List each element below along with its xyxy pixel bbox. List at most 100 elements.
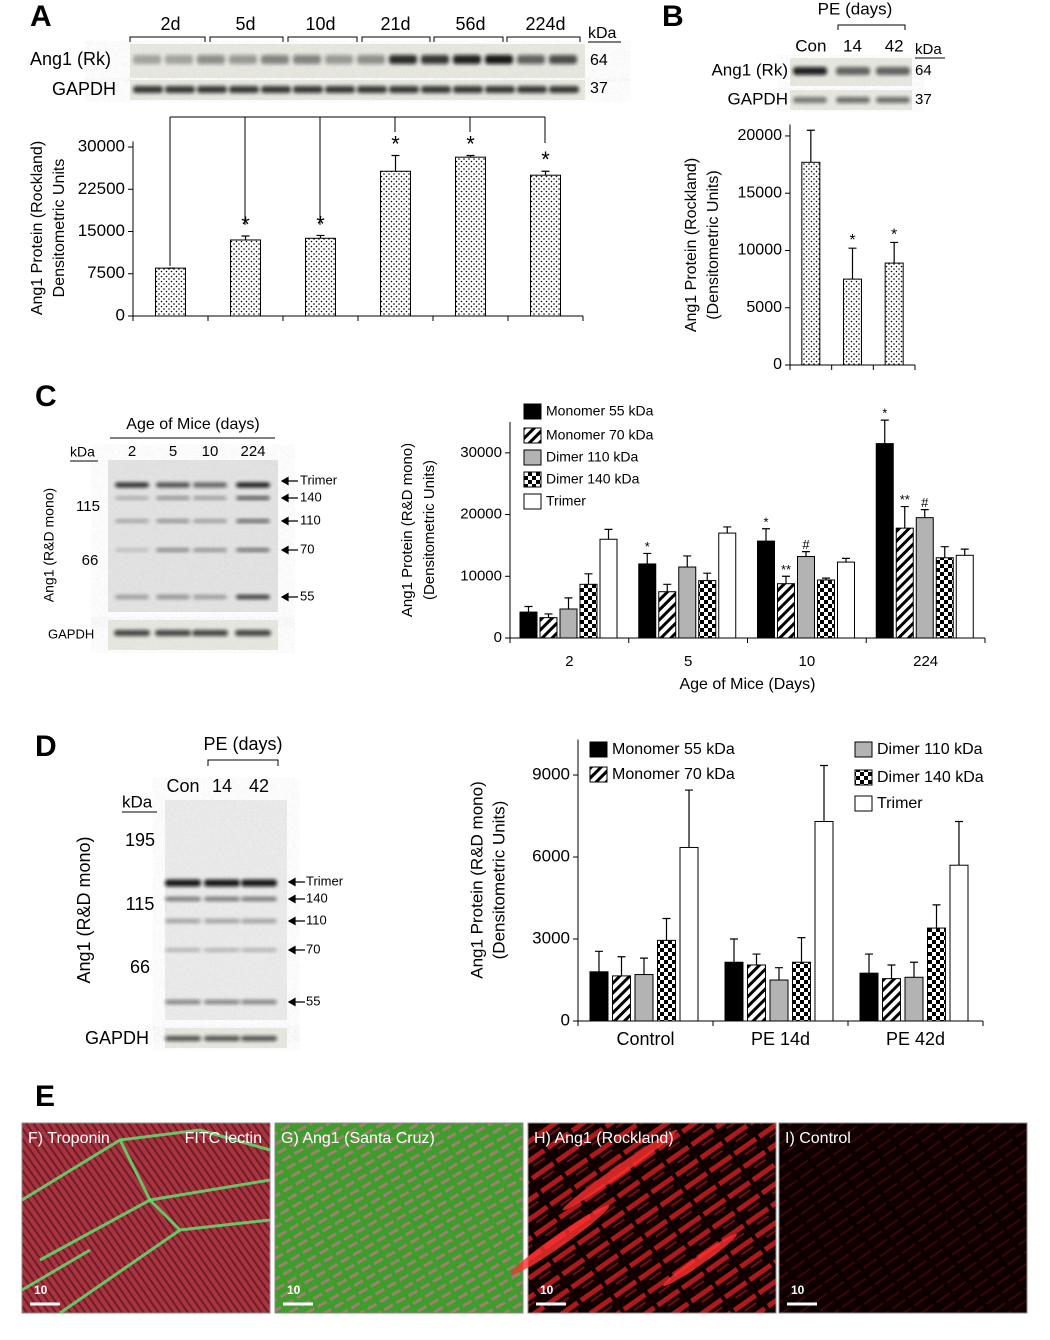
bar	[718, 532, 737, 639]
blot-band	[421, 86, 451, 93]
blot-band	[229, 55, 257, 64]
blot-band	[241, 948, 277, 952]
significance: *	[316, 211, 325, 236]
lectin-stain	[21, 1248, 91, 1292]
blot-row-label: GAPDH	[52, 79, 116, 99]
error-bar	[890, 241, 899, 264]
kda-size: 37	[590, 80, 608, 97]
kda-size: 37	[915, 91, 932, 108]
blot-band	[241, 1036, 277, 1041]
bar	[904, 976, 924, 1022]
bar	[230, 239, 261, 317]
bar	[634, 974, 654, 1022]
kda-marker: 115	[126, 894, 155, 914]
scale-label: 10	[540, 1283, 554, 1297]
stain-streak	[663, 1233, 737, 1287]
error-bar	[723, 526, 732, 534]
category-label: Con	[795, 36, 826, 55]
blot-grain	[165, 800, 287, 1020]
blot-row-label: Ang1 (Rk)	[30, 49, 111, 69]
blot-band	[115, 595, 149, 599]
y-axis-label: (Densitometric Units)	[421, 460, 438, 600]
blot-band	[235, 630, 271, 636]
significance: *	[541, 147, 550, 172]
antibody-label: Ang1 (R&D mono)	[74, 836, 94, 983]
stain-streak	[562, 1129, 678, 1211]
legend-label: Monomer 55 kDa	[612, 741, 735, 758]
band-label: 140	[300, 489, 322, 504]
band-label: Trimer	[300, 472, 338, 487]
kda-header: kDa	[915, 41, 942, 58]
bar	[882, 978, 901, 1022]
category-label: 56d	[455, 14, 485, 34]
lane-label: 10	[202, 443, 219, 460]
lane-bracket	[506, 36, 581, 42]
blot-header: PE (days)	[203, 734, 282, 754]
image-label: F) Troponin	[28, 1130, 110, 1147]
error-bar	[595, 950, 603, 972]
error-bar	[865, 953, 873, 974]
blot-band	[261, 55, 289, 64]
bar	[747, 964, 766, 1022]
blot-band	[236, 519, 270, 523]
y-tick-label: 6000	[532, 847, 570, 866]
significance: *	[391, 131, 400, 156]
blot-band	[517, 55, 545, 64]
bar	[927, 927, 946, 1022]
band-label: Trimer	[306, 873, 344, 888]
error-bar	[940, 546, 949, 558]
blot-band	[204, 948, 240, 952]
y-tick-label: 10000	[738, 242, 783, 259]
kda-marker: 115	[76, 498, 100, 515]
y-axis-label: (Densitometric Units)	[705, 170, 722, 319]
blot-band	[204, 1036, 240, 1041]
y-tick-label: 0	[561, 1010, 570, 1029]
arrow	[287, 894, 305, 904]
blot-band	[241, 879, 277, 887]
blot-band	[204, 919, 240, 923]
y-axis-label: Ang1 Protein (R&D mono)	[467, 781, 486, 978]
arrow	[280, 516, 298, 526]
error-bar	[887, 964, 896, 979]
significance: **	[900, 492, 910, 507]
bar	[814, 820, 834, 1022]
blot-band	[193, 519, 227, 523]
bar	[875, 443, 894, 639]
blot-band	[156, 496, 190, 500]
error-bar	[797, 937, 806, 963]
blot-band	[192, 630, 228, 636]
bar	[155, 267, 186, 317]
lane-label: 5	[169, 443, 177, 460]
loading-label: GAPDH	[48, 626, 94, 641]
error-bar	[775, 967, 783, 981]
blot-band	[389, 86, 419, 93]
legend-swatch	[523, 471, 542, 488]
bar	[698, 580, 717, 639]
bar	[955, 554, 974, 639]
blot-band	[241, 897, 277, 901]
micrograph	[778, 1122, 1028, 1314]
category-label: Control	[616, 1029, 674, 1049]
error-bar	[663, 583, 672, 592]
legend-label: Trimer	[546, 493, 586, 509]
blot-band	[236, 595, 270, 599]
blot-band	[876, 97, 910, 103]
legend-swatch	[854, 769, 873, 786]
legend-label: Monomer 55 kDa	[546, 403, 654, 419]
image-label: H) Ang1 (Rockland)	[534, 1130, 674, 1147]
image-label: G) Ang1 (Santa Cruz)	[281, 1130, 435, 1147]
y-tick-label: 15000	[78, 221, 125, 240]
y-tick-label: 9000	[532, 765, 570, 784]
y-tick-label: 15000	[738, 184, 783, 201]
lane-bracket	[433, 36, 504, 42]
blot-band	[453, 55, 481, 64]
blot-band	[325, 86, 355, 93]
legend-swatch	[523, 427, 542, 444]
band-label: 55	[306, 993, 320, 1008]
category-label: 2	[565, 653, 573, 670]
significance: *	[645, 539, 650, 554]
kda-marker: 66	[82, 552, 99, 569]
legend-label: Trimer	[877, 795, 923, 812]
error-bar	[564, 597, 573, 609]
